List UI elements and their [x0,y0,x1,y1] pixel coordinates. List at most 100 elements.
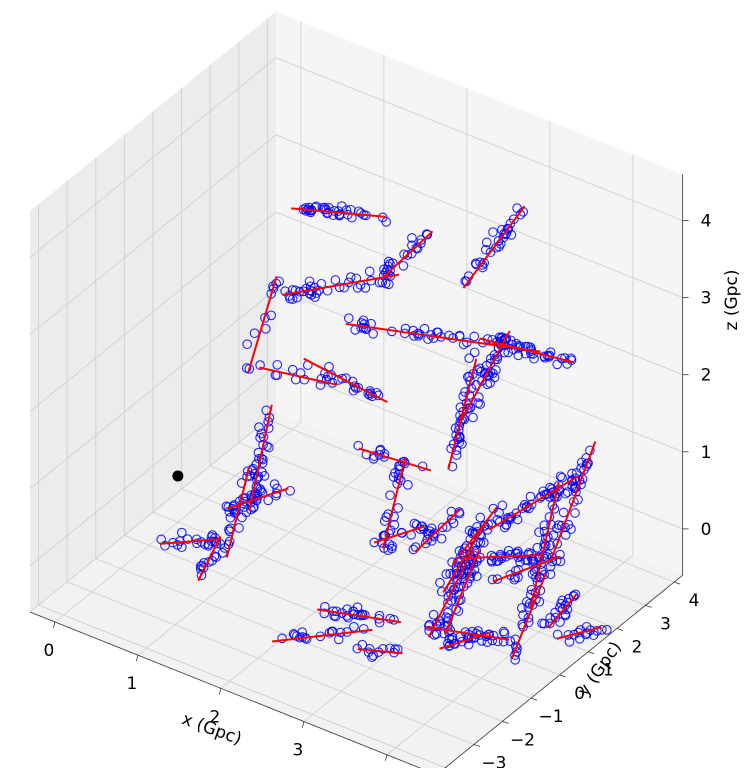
floor-edge-left [29,412,277,613]
data-point [475,512,486,523]
data-point [592,626,602,636]
orientation-line [447,358,478,470]
grid-line-z-back [275,288,683,453]
data-point [269,479,280,489]
data-point [385,490,395,501]
x-tick-mark [219,688,222,695]
data-point [499,522,510,533]
data-point [566,524,576,534]
orientation-line [556,626,602,640]
x-tick-mark [53,621,56,629]
data-point [553,520,564,530]
data-point [258,454,268,465]
data-point [470,258,481,269]
data-point [569,591,579,602]
data-point [534,527,544,538]
data-point [378,644,388,654]
data-point [485,378,495,388]
data-point [500,333,511,344]
data-point [435,577,445,588]
data-point [508,214,519,225]
data-point [285,485,296,496]
z-tick-label: 2 [701,366,712,386]
data-point [419,323,430,334]
data-point [379,449,390,459]
data-point [548,486,559,497]
data-point [560,488,571,499]
data-point [502,513,513,523]
data-point [454,595,464,606]
data-point [477,260,488,270]
data-point [316,373,327,384]
orientation-line [225,466,251,558]
data-point [284,291,295,301]
data-point [498,626,509,637]
data-point [527,569,538,579]
data-point [321,374,332,385]
data-point [322,208,333,219]
data-point [360,283,371,293]
y-tick-label: 4 [689,591,700,611]
z-tick-label: 4 [701,212,712,232]
data-point [512,514,523,525]
data-point [552,539,563,549]
data-point [570,589,581,600]
orientation-line [291,207,386,218]
orientation-line [271,628,373,643]
data-point [330,275,341,285]
grid-line-y-floor [38,604,446,768]
data-point [482,637,493,647]
x-tick-label: 2 [209,707,220,727]
y-tick-mark [616,628,624,631]
data-point [516,603,527,613]
data-point [567,481,578,492]
orientation-line [373,525,425,544]
data-point [512,203,522,213]
data-point [381,217,392,227]
data-point [537,618,547,629]
data-point [255,360,265,370]
data-point [241,363,252,373]
data-point [556,598,566,609]
orientation-line [259,366,338,386]
data-point [364,266,375,277]
data-point [259,471,270,481]
data-point [374,449,385,460]
data-point [266,310,277,321]
orientation-line [549,441,597,562]
y-tick-label: 0 [574,684,585,704]
data-point [450,639,460,649]
z-tick-label: 3 [701,289,712,309]
grid-line-y-floor [181,488,589,653]
data-point [481,237,492,248]
data-point [301,634,312,644]
data-point [376,537,387,548]
data-point [518,610,528,620]
data-point [352,602,363,613]
data-point [448,518,459,529]
data-point [505,636,516,646]
orientation-line [415,508,462,553]
data-point [256,486,266,496]
y-tick-mark [502,720,509,724]
data-point [277,633,287,644]
data-point [441,569,452,579]
data-point [176,527,187,538]
data-point [356,208,366,218]
data-point [464,525,475,536]
x-tick-mark [302,721,305,728]
data-point [206,532,217,542]
data-point [525,589,536,600]
data-point [493,236,504,246]
data-point [436,586,447,597]
data-point [191,534,202,545]
data-point [505,335,516,346]
data-point [353,440,364,451]
orientation-line [488,475,580,531]
data-point [358,623,369,634]
data-point [417,521,428,532]
data-point [541,489,552,500]
data-point [353,206,364,217]
data-point [443,607,453,618]
y-tick-label: 2 [631,638,642,658]
